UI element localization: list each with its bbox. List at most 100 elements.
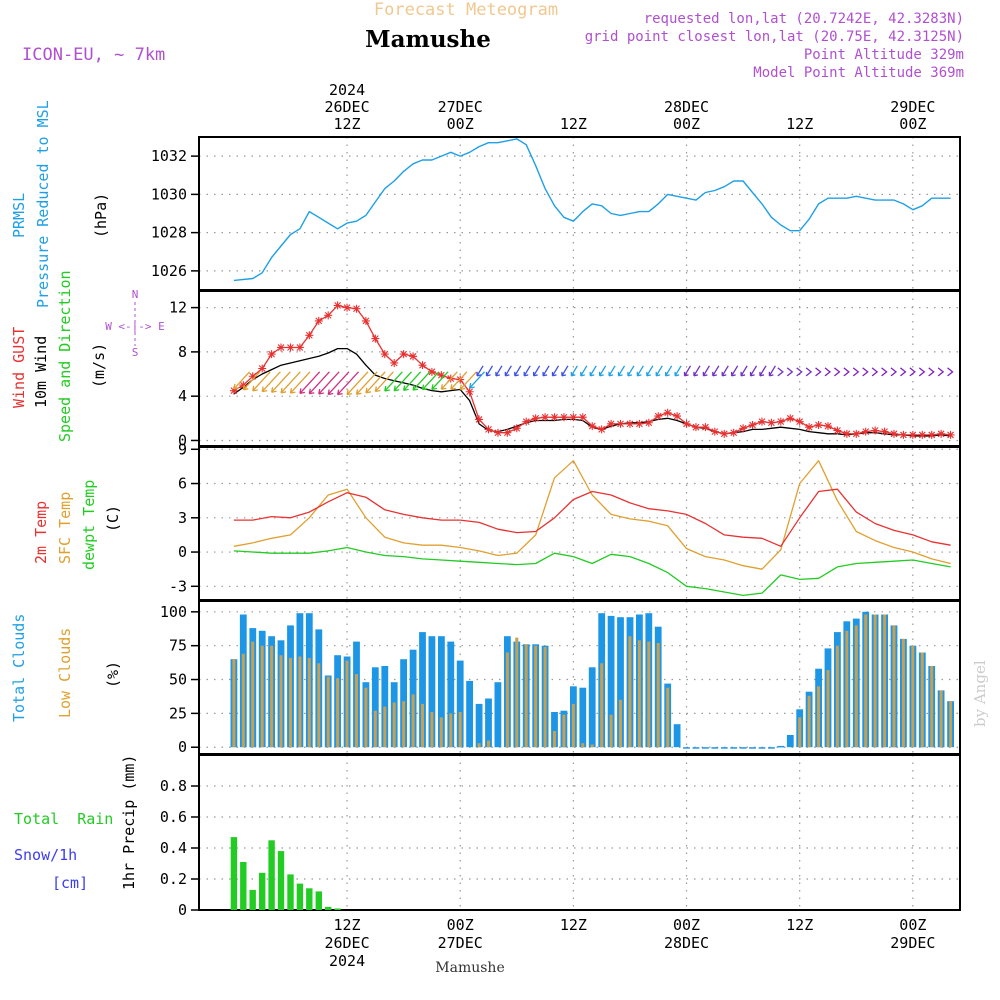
clouds-unit: (%) bbox=[104, 661, 122, 688]
gust-marker bbox=[390, 358, 399, 367]
wind-barb bbox=[459, 371, 477, 391]
total-clouds-label: Total Clouds bbox=[10, 614, 28, 722]
y-tick-label: 50 bbox=[169, 671, 187, 689]
low-cloud-bar bbox=[449, 713, 453, 748]
total-cloud-bar bbox=[371, 667, 379, 748]
wind-barb bbox=[918, 367, 926, 377]
low-cloud-bar bbox=[458, 712, 462, 748]
gust-marker bbox=[559, 413, 568, 422]
wind-barb bbox=[890, 367, 898, 377]
wind-barb bbox=[393, 371, 413, 392]
total-cloud-bar bbox=[456, 660, 464, 748]
low-clouds-label: Low Clouds bbox=[56, 628, 74, 718]
low-cloud-bar bbox=[647, 641, 651, 748]
gust-marker bbox=[805, 423, 814, 432]
time-label: 12Z bbox=[334, 115, 361, 133]
time-label: 00Z bbox=[673, 115, 700, 133]
wind-barb bbox=[871, 367, 879, 377]
low-cloud-bar bbox=[666, 687, 670, 748]
total-cloud-bar bbox=[683, 747, 690, 749]
rain-bar bbox=[230, 837, 238, 910]
low-cloud-bar bbox=[911, 645, 915, 748]
y-tick-label: 1028 bbox=[151, 224, 187, 242]
time-label: 28DEC bbox=[664, 934, 709, 952]
wind-barb bbox=[852, 367, 860, 377]
low-cloud-bar bbox=[949, 701, 953, 748]
wind-barb bbox=[824, 367, 832, 377]
low-cloud-bar bbox=[637, 640, 641, 748]
dew-label: dewpt Temp bbox=[80, 480, 98, 570]
gust-marker bbox=[437, 371, 446, 380]
wind-barb bbox=[740, 365, 748, 377]
y-tick-label: 1026 bbox=[151, 262, 187, 280]
total-cloud-bar bbox=[428, 636, 436, 748]
low-cloud-bar bbox=[241, 653, 245, 748]
time-label: 27DEC bbox=[438, 98, 483, 116]
gust-marker bbox=[484, 425, 493, 434]
wind-barb bbox=[862, 367, 869, 377]
wind-barb bbox=[280, 371, 301, 394]
time-label: 29DEC bbox=[890, 98, 935, 116]
rain-bar bbox=[325, 906, 332, 910]
wind-barb bbox=[881, 367, 888, 377]
low-cloud-bar bbox=[326, 676, 330, 748]
wind-barb bbox=[702, 365, 710, 377]
wind-barb bbox=[693, 365, 701, 377]
low-cloud-bar bbox=[402, 701, 406, 748]
model-altitude: Model Point Altitude 369m bbox=[753, 65, 964, 81]
wind-barb bbox=[242, 371, 261, 391]
gust-marker bbox=[927, 430, 936, 439]
low-cloud-bar bbox=[835, 645, 839, 748]
gust-marker bbox=[776, 417, 785, 426]
gust-marker bbox=[541, 413, 550, 422]
low-cloud-bar bbox=[355, 674, 358, 748]
y-tick-label: 6 bbox=[178, 475, 187, 493]
low-cloud-bar bbox=[920, 652, 924, 748]
low-cloud-bar bbox=[270, 645, 274, 748]
low-cloud-bar bbox=[609, 714, 613, 748]
gust-marker bbox=[399, 350, 408, 359]
total-cloud-bar bbox=[786, 735, 794, 748]
low-cloud-bar bbox=[345, 660, 349, 748]
wind-barb bbox=[646, 365, 654, 377]
y-tick-label: 0 bbox=[178, 738, 187, 756]
low-cloud-bar bbox=[939, 690, 943, 748]
wind-barb bbox=[683, 365, 692, 377]
wind-unit: (m/s) bbox=[90, 343, 108, 388]
panel-2: -3 0 3 6 9 bbox=[169, 440, 961, 601]
panel-frame bbox=[198, 446, 961, 601]
wind-barb bbox=[815, 367, 822, 377]
wind-barb bbox=[299, 371, 321, 395]
t2m-line bbox=[233, 488, 951, 547]
grid-point-coords: grid point closest lon,lat (20.75E, 42.3… bbox=[585, 29, 964, 45]
rain-bar bbox=[249, 889, 256, 910]
rain-label: Total Rain bbox=[14, 810, 113, 828]
gust-marker bbox=[635, 419, 644, 428]
gust-marker bbox=[616, 419, 625, 428]
y-tick-label: 8 bbox=[178, 343, 187, 361]
wind-barb bbox=[402, 371, 422, 392]
total-cloud-bar bbox=[711, 747, 719, 749]
gust-marker bbox=[757, 417, 766, 426]
low-cloud-bar bbox=[892, 625, 896, 748]
wind-barb bbox=[900, 367, 907, 377]
gust-marker bbox=[569, 413, 578, 422]
low-cloud-bar bbox=[581, 743, 585, 748]
y-tick-label: 12 bbox=[169, 299, 187, 317]
wind-barb bbox=[261, 371, 281, 393]
wind-barb bbox=[834, 367, 841, 377]
wind-barb bbox=[289, 371, 311, 394]
gust-marker bbox=[409, 352, 418, 361]
low-cloud-bar bbox=[524, 644, 528, 748]
y-tick-label: 9 bbox=[178, 440, 187, 458]
time-label: 00Z bbox=[447, 916, 474, 934]
footer-location: Mamushe bbox=[435, 960, 504, 976]
snow-unit: [cm] bbox=[52, 874, 88, 892]
gust-marker bbox=[531, 414, 540, 423]
gust-marker bbox=[361, 316, 370, 325]
wind-barb bbox=[495, 365, 503, 377]
low-cloud-bar bbox=[656, 643, 660, 748]
low-cloud-bar bbox=[807, 695, 811, 748]
